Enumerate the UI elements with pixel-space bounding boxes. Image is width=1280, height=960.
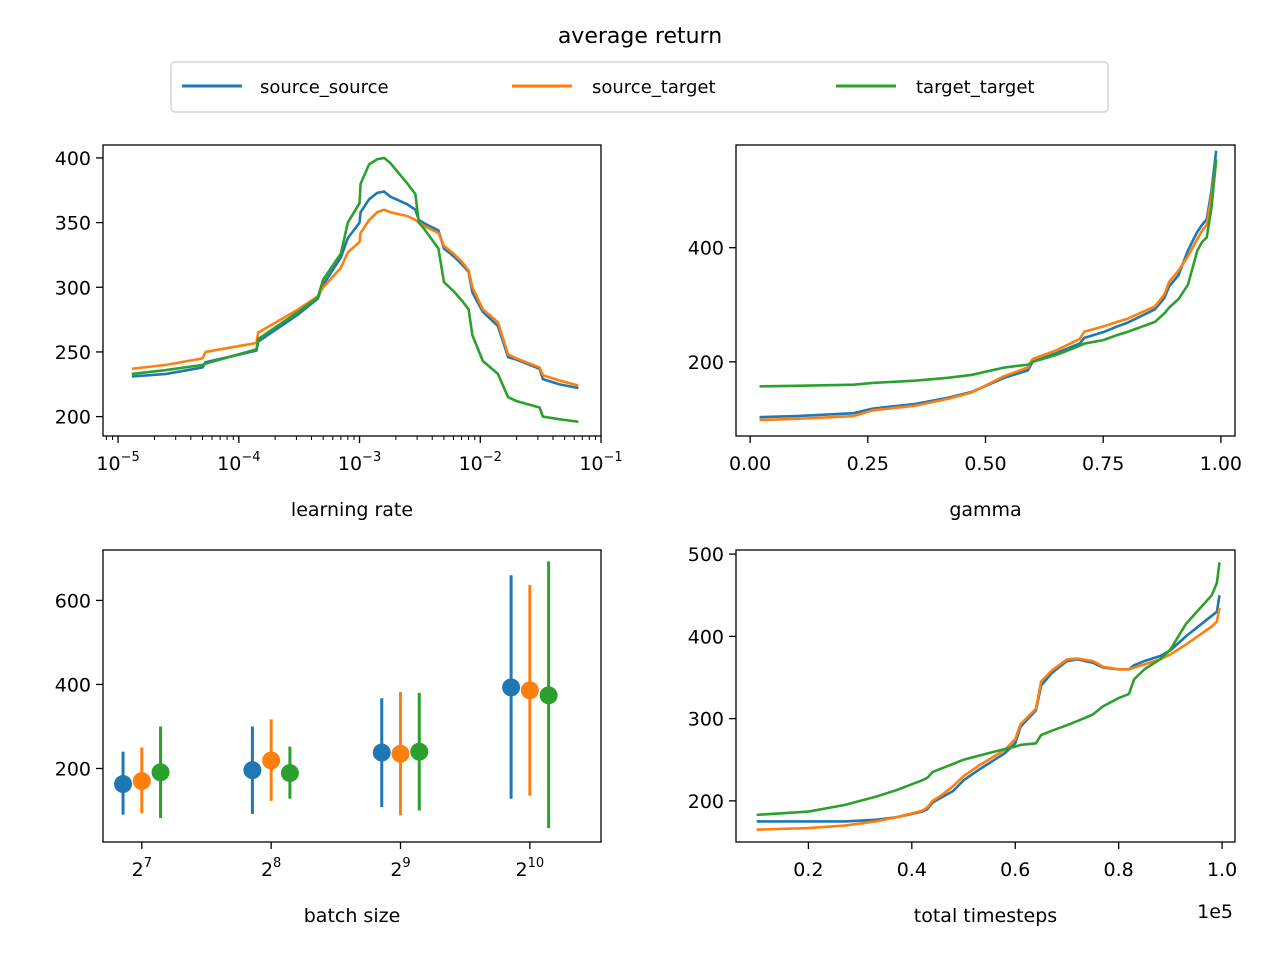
y-tick-label: 300 [55,277,91,299]
y-tick-label: 200 [55,407,91,429]
figure-title: average return [558,24,722,49]
data-point-source-source [114,775,133,794]
series-line-source-source [759,150,1218,419]
series-line-source-target [131,208,579,387]
y-tick-label: 250 [55,342,91,364]
data-point-target-target [151,763,170,782]
x-tick-label: 0.00 [729,453,771,475]
y-tick-label: 350 [55,213,91,235]
x-tick-label: 0.2 [793,859,823,881]
data-point-source-source [243,761,262,780]
axes-frame [102,549,602,843]
data-point-source-target [520,681,539,700]
y-tick-label: 300 [688,709,724,731]
legend: source_source source_target target_targe… [170,61,1109,113]
axes-frame [102,144,602,437]
y-tick-label: 200 [55,758,91,780]
axes-frame [735,549,1236,843]
x-tick-label: 0.4 [897,859,927,881]
data-point-target-target [410,742,429,761]
panel-total-timesteps: 0.2 0.4 0.6 0.8 1.0 200 300 400 500 total timeste… [688,544,1237,927]
y-tick-label: 600 [55,590,91,612]
series-line-target-target [131,156,579,424]
series-line-target-target [756,562,1221,817]
y-tick-label: 500 [688,544,724,566]
x-tick-label: 1.00 [1200,453,1242,475]
legend-label-source-target: source_target [592,77,716,98]
data-point-source-target [391,744,410,763]
x-tick-label: 0.75 [1082,453,1124,475]
y-tick-label: 400 [55,674,91,696]
legend-label-target-target: target_target [916,77,1034,98]
legend-label-source-source: source_source [260,77,389,98]
x-tick-label: 0.8 [1104,859,1134,881]
data-point-source-source [372,743,391,762]
x-tick-label: 0.6 [1000,859,1030,881]
data-point-source-source [502,678,521,697]
x-tick-label: 0.50 [964,453,1006,475]
y-tick-label: 200 [688,352,724,374]
x-offset-text: 1e5 [1197,901,1233,923]
panel-learning-rate: 10−5 10−4 10−3 10−2 10−1200250300350400learn… [55,144,623,521]
data-point-source-target [132,772,151,791]
x-tick-label: 10−1 [579,450,622,475]
panel-gamma: 0.00 0.25 0.50 0.75 1.00 200 400 gamma [688,144,1242,521]
x-axis-label: gamma [949,499,1021,521]
series-line-target-target [759,159,1218,388]
x-axis-label: total timesteps [914,905,1057,927]
x-tick-label: 1.0 [1207,859,1237,881]
y-tick-label: 400 [55,148,91,170]
y-tick-label: 200 [688,791,724,813]
data-point-target-target [539,686,558,705]
data-point-source-target [262,751,281,770]
x-axis-label: learning rate [291,499,413,521]
legend-frame [170,61,1109,113]
series-line-source-target [759,161,1218,422]
y-tick-label: 400 [688,238,724,260]
data-point-target-target [280,764,299,783]
x-tick-label: 0.25 [847,453,889,475]
y-tick-label: 400 [688,626,724,648]
x-axis-label: batch size [304,905,401,927]
